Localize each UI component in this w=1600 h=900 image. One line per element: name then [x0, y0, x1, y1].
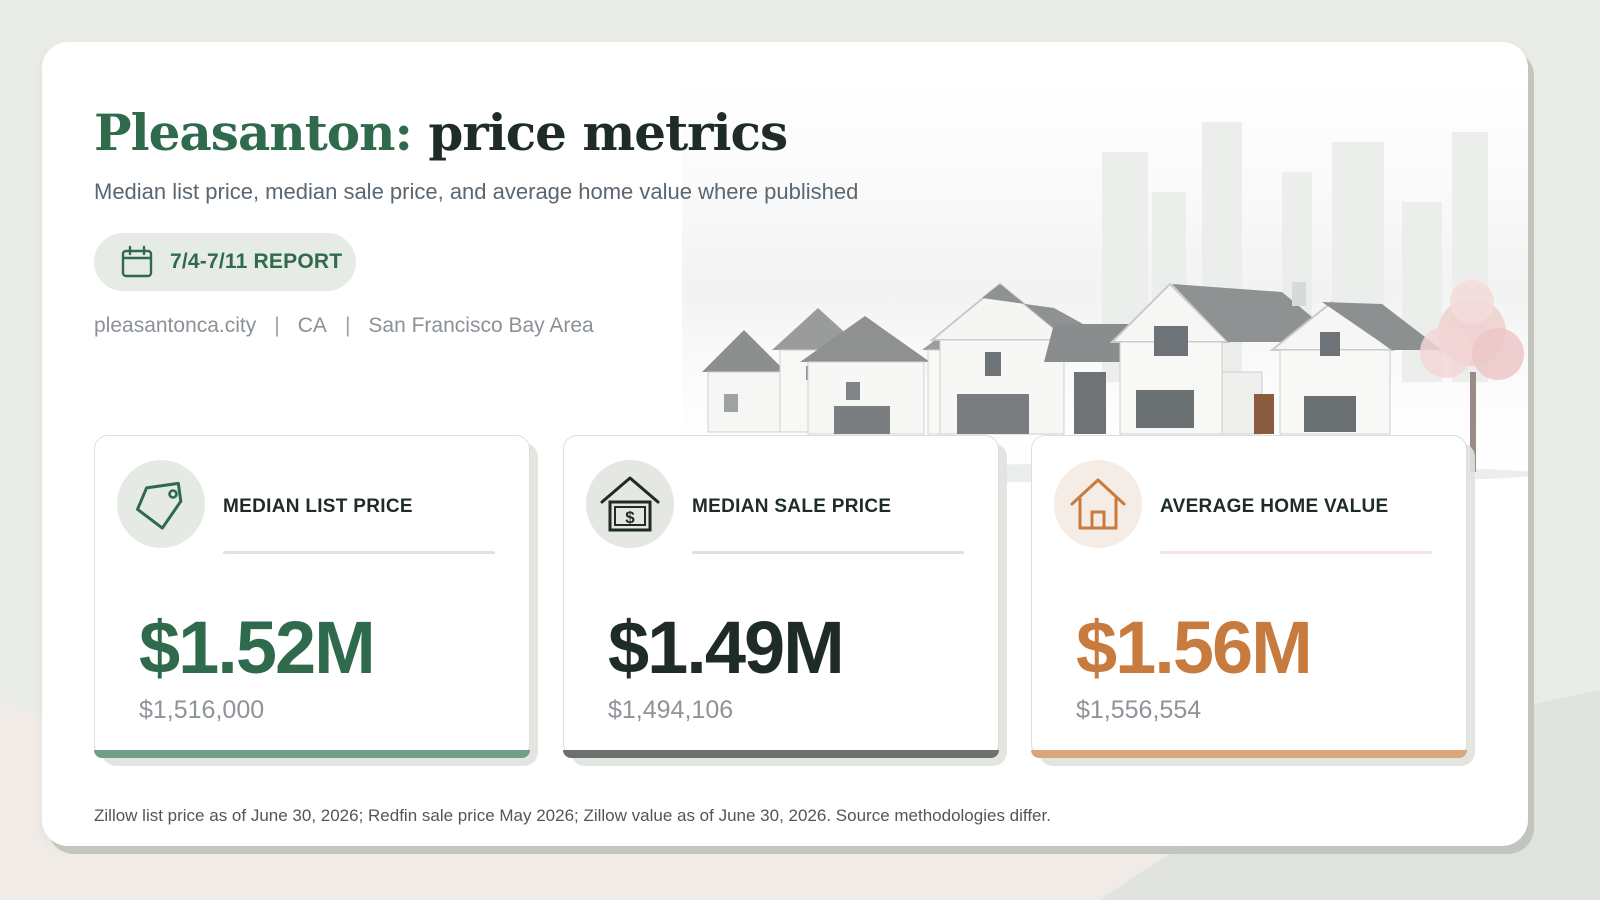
svg-text:$: $ [625, 508, 635, 527]
meta-separator: | [274, 314, 280, 337]
website-link[interactable]: pleasantonca.city [94, 314, 257, 337]
metric-card-average-home-value: AVERAGE HOME VALUE $1.56M $1,556,554 [1031, 435, 1467, 758]
metric-label: AVERAGE HOME VALUE [1160, 496, 1389, 517]
region-label: San Francisco Bay Area [368, 314, 594, 337]
divider [692, 551, 964, 554]
metric-card-median-sale-price: $ MEDIAN SALE PRICE $1.49M $1,494,106 [563, 435, 999, 758]
state-label: CA [297, 314, 327, 337]
house-dollar-icon: $ [600, 476, 660, 532]
metric-exact-value: $1,494,106 [608, 696, 734, 724]
page-subtitle: Median list price, median sale price, an… [94, 179, 859, 204]
metric-value: $1.56M [1076, 606, 1313, 689]
title-rest: price metrics [428, 103, 788, 162]
page-title: Pleasanton: price metrics [94, 98, 788, 168]
metric-exact-value: $1,516,000 [139, 696, 265, 724]
source-footnote: Zillow list price as of June 30, 2026; R… [94, 806, 1051, 825]
metric-value: $1.49M [608, 606, 845, 689]
title-city: Pleasanton: [94, 103, 413, 162]
icon-badge: $ [586, 460, 674, 548]
metric-card-median-list-price: MEDIAN LIST PRICE $1.52M $1,516,000 [94, 435, 530, 758]
meta-separator: | [344, 314, 351, 337]
icon-badge [1054, 460, 1142, 548]
divider [223, 551, 495, 554]
location-meta: pleasantonca.city | CA | San Francisco Bay A… [94, 314, 594, 338]
divider [1160, 551, 1432, 554]
metric-label: MEDIAN SALE PRICE [692, 496, 892, 517]
metric-exact-value: $1,556,554 [1076, 696, 1202, 724]
accent-bar [1031, 750, 1467, 758]
icon-badge [117, 460, 205, 548]
metric-value: $1.52M [139, 606, 376, 689]
accent-bar [563, 750, 999, 758]
calendar-icon [121, 245, 153, 278]
accent-bar [94, 750, 530, 758]
metric-label: MEDIAN LIST PRICE [223, 496, 413, 517]
report-label: 7/4-7/11 REPORT [170, 250, 343, 273]
report-badge: 7/4-7/11 REPORT [94, 233, 356, 291]
house-icon [1070, 478, 1126, 530]
price-tag-icon [136, 481, 183, 530]
metrics-card: Pleasanton: price metrics Median list pr… [42, 42, 1528, 846]
